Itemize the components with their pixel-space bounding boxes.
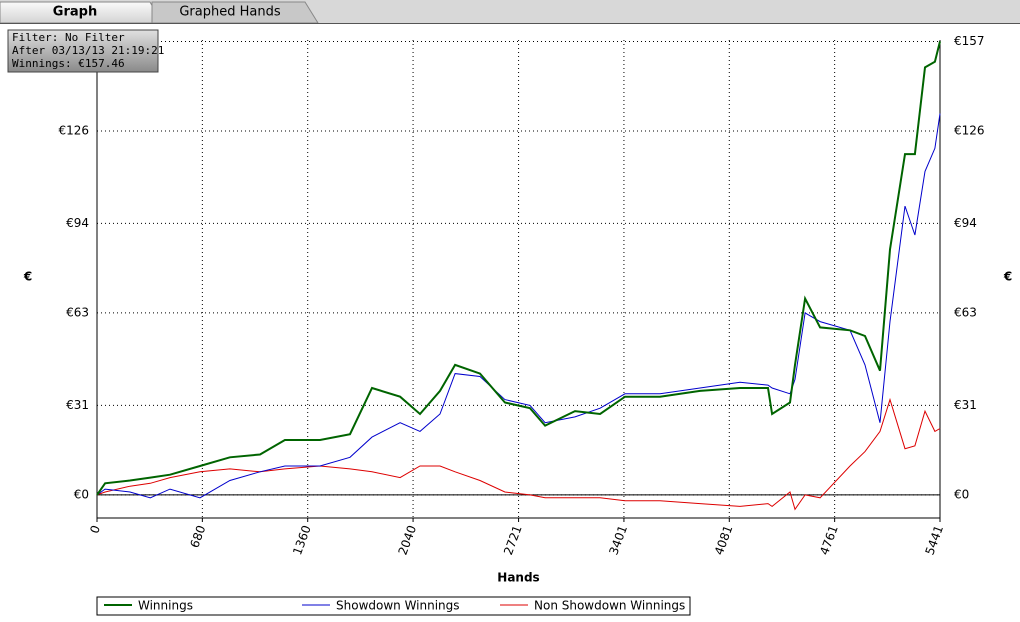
x-tick-label: 3401 (606, 523, 630, 556)
y2-tick-label: €31 (954, 398, 977, 412)
legend-label: Showdown Winnings (336, 599, 460, 613)
y-tick-label: €0 (74, 487, 89, 501)
x-tick-label: 1360 (290, 523, 314, 556)
filter-text: After 03/13/13 21:19:21 (12, 44, 164, 57)
tab-label[interactable]: Graph (53, 5, 97, 20)
y2-axis-label: € (1003, 270, 1012, 284)
plot: €0€0€31€31€63€63€94€94€126€126€157€15706… (23, 34, 1012, 585)
series-line (96, 113, 941, 499)
y-tick-label: €126 (58, 123, 89, 137)
filter-text: Winnings: €157.46 (12, 57, 125, 70)
x-tick-label: 2721 (501, 523, 525, 556)
y-axis-label: € (23, 270, 32, 284)
y2-tick-label: €126 (954, 123, 985, 137)
x-tick-label: 680 (187, 523, 208, 549)
legend (96, 596, 691, 616)
tab-label[interactable]: Graphed Hands (179, 5, 280, 20)
y2-tick-label: €157 (954, 34, 985, 48)
x-tick-label: 0 (87, 523, 103, 535)
legend-label: Winnings (138, 599, 193, 613)
y-tick-label: €94 (66, 216, 89, 230)
y2-tick-label: €63 (954, 305, 977, 319)
plot-area (97, 40, 940, 518)
y-tick-label: €31 (66, 398, 89, 412)
y2-tick-label: €0 (954, 487, 969, 501)
series-line (96, 41, 941, 496)
y-tick-label: €63 (66, 305, 89, 319)
y2-tick-label: €94 (954, 216, 977, 230)
series-line (96, 397, 941, 511)
x-tick-label: 5441 (923, 523, 947, 556)
x-axis-label: Hands (497, 571, 539, 585)
x-tick-label: 2040 (396, 523, 420, 556)
x-tick-label: 4081 (712, 523, 736, 556)
filter-box (7, 29, 159, 73)
x-tick-label: 4761 (817, 523, 841, 556)
legend-label: Non Showdown Winnings (534, 599, 685, 613)
filter-text: Filter: No Filter (12, 31, 125, 44)
